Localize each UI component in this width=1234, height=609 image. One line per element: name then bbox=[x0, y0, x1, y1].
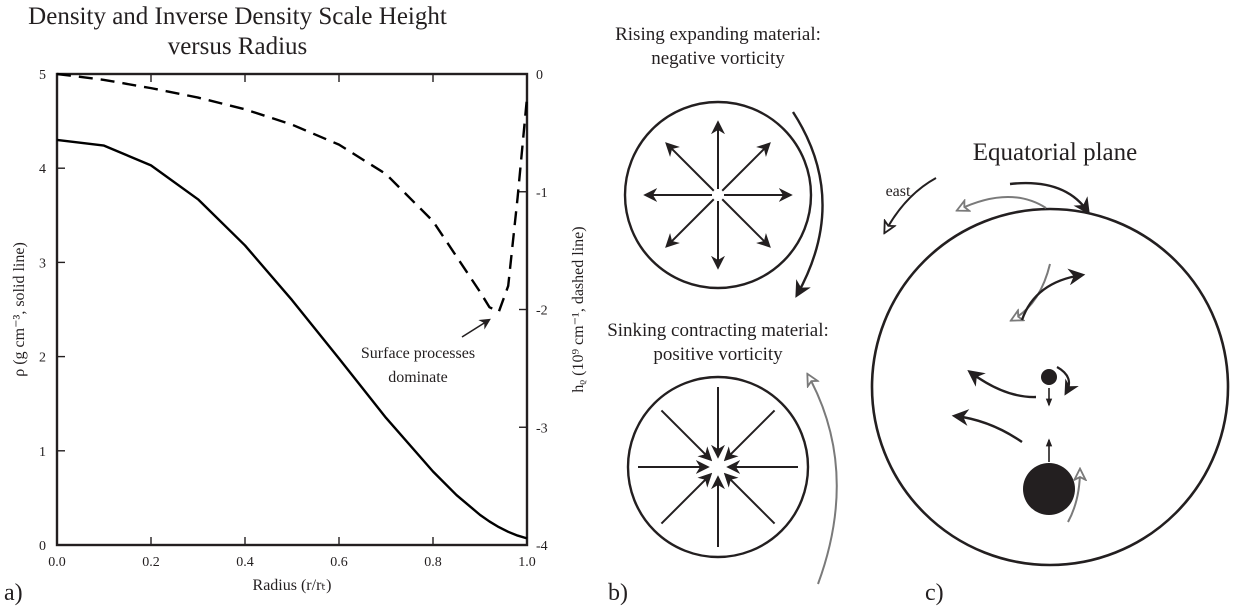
radial-arrow bbox=[726, 410, 775, 459]
radial-arrow bbox=[667, 199, 714, 246]
radial-arrow bbox=[661, 475, 710, 524]
annotation-arrow bbox=[462, 320, 489, 337]
data-line bbox=[57, 140, 527, 538]
radial-arrow bbox=[722, 199, 769, 246]
y-tick-label: 1 bbox=[39, 445, 46, 460]
data-line bbox=[57, 74, 527, 312]
flow-arrow bbox=[970, 372, 1036, 397]
diagram-label: Rising expanding material: bbox=[615, 24, 821, 45]
east-label: east bbox=[886, 183, 911, 200]
y2-tick-label: -2 bbox=[536, 304, 548, 319]
annotation: dominate bbox=[388, 369, 448, 386]
flow-arrow bbox=[958, 197, 1046, 210]
flow-arrow bbox=[1057, 367, 1069, 393]
y-tick-label: 2 bbox=[39, 351, 46, 366]
y-tick-label: 5 bbox=[39, 68, 46, 83]
small-body bbox=[1041, 369, 1057, 385]
x-tick-label: 0.4 bbox=[236, 555, 254, 570]
diagram-label: negative vorticity bbox=[651, 48, 785, 69]
y-axis-label: ρ (g cm⁻³, solid line) bbox=[11, 242, 28, 377]
flow-arrow bbox=[1012, 264, 1050, 320]
y2-tick-label: -3 bbox=[536, 421, 548, 436]
radial-arrow bbox=[726, 475, 775, 524]
x-tick-label: 0.2 bbox=[142, 555, 160, 570]
x-tick-label: 0.8 bbox=[424, 555, 442, 570]
radial-arrow bbox=[722, 144, 769, 191]
figure-svg: 0.0 0.2 0.4 0.6 0.8 1.0 0 1 2 3 4 5 -4 -3 -2 -1 0 Radius … bbox=[0, 0, 1234, 609]
vorticity-arrow bbox=[808, 375, 837, 584]
diagram-label: Sinking contracting material: bbox=[607, 320, 829, 341]
arrows-in bbox=[638, 387, 798, 547]
radial-arrow bbox=[661, 410, 710, 459]
diagram-title: Equatorial plane bbox=[973, 139, 1138, 166]
x-tick-label: 1.0 bbox=[518, 555, 536, 570]
panel-label: a) bbox=[4, 580, 23, 606]
panel-label: b) bbox=[608, 580, 628, 606]
arrows-out bbox=[646, 123, 790, 267]
radial-arrow bbox=[667, 144, 714, 191]
x-tick-label: 0.6 bbox=[330, 555, 348, 570]
x-tick-label: 0.0 bbox=[48, 555, 66, 570]
x-axis-label: Radius (r/rₜ) bbox=[253, 577, 332, 594]
plot-frame bbox=[57, 74, 527, 545]
y-tick-label: 0 bbox=[39, 539, 46, 554]
figure: Density and Inverse Density Scale Height… bbox=[0, 0, 1234, 609]
y2-tick-label: -4 bbox=[536, 539, 548, 554]
annotation: Surface processes bbox=[361, 345, 475, 362]
y-tick-label: 4 bbox=[39, 162, 46, 177]
y2-tick-label: -1 bbox=[536, 186, 548, 201]
chart-a: 0.0 0.2 0.4 0.6 0.8 1.0 0 1 2 3 4 5 -4 -3 -2 -1 0 Radius … bbox=[11, 68, 587, 594]
vorticity-arrow bbox=[793, 112, 823, 295]
y2-axis-label: hᵨ (10⁹ cm⁻¹, dashed line) bbox=[570, 226, 587, 392]
diagram-label: positive vorticity bbox=[653, 344, 783, 365]
flow-arrow bbox=[955, 416, 1022, 442]
large-body bbox=[1023, 463, 1075, 515]
flow-arrow bbox=[1022, 275, 1082, 320]
y2-tick-label: 0 bbox=[536, 68, 543, 83]
panel-label: c) bbox=[925, 580, 944, 606]
y-tick-label: 3 bbox=[39, 256, 46, 271]
